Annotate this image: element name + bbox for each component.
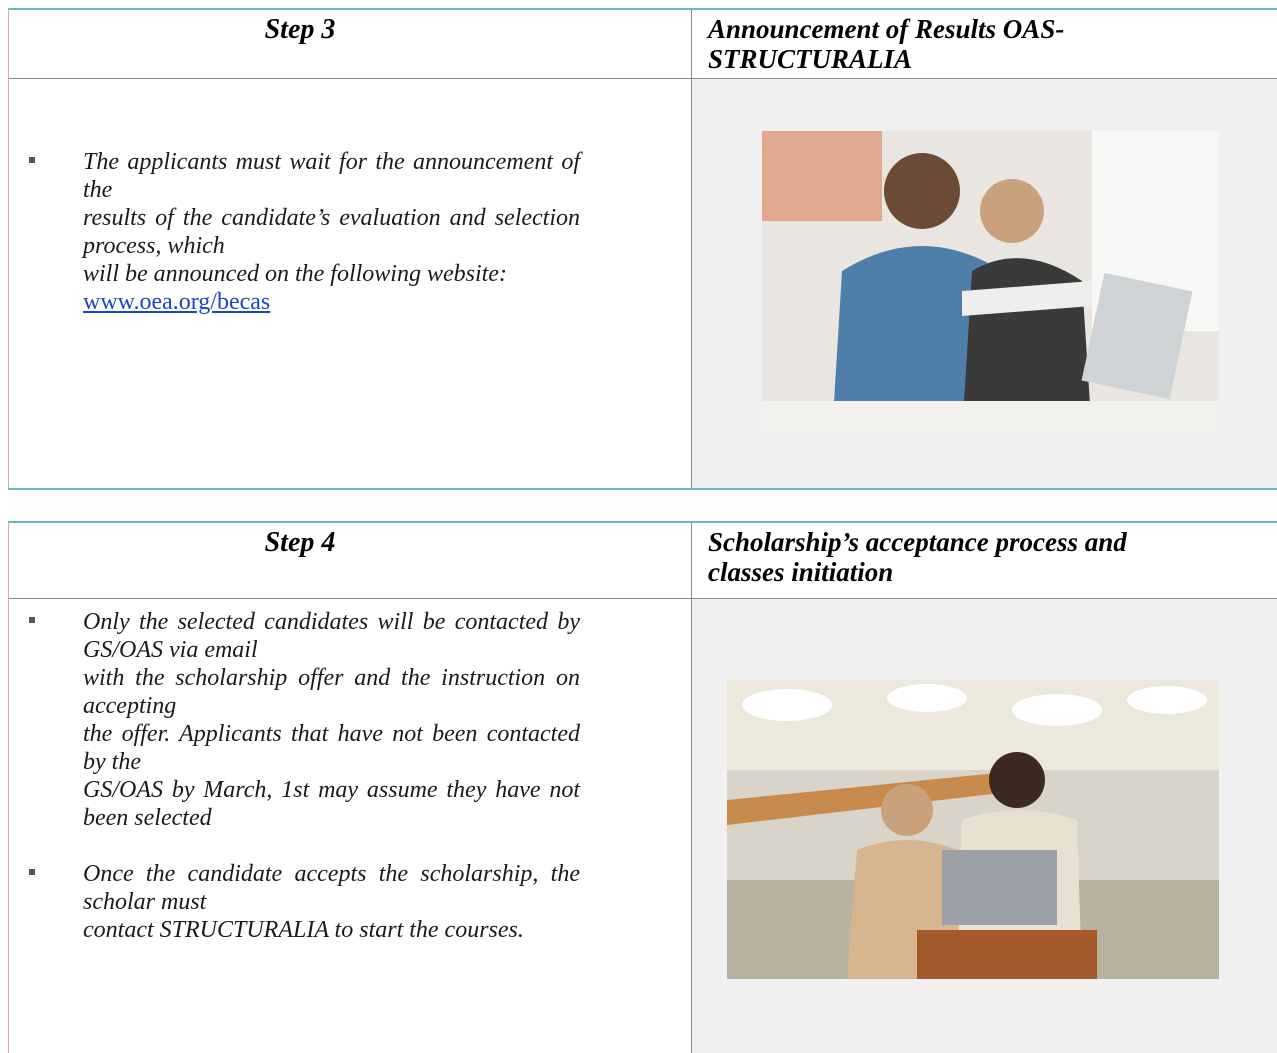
bullet-text: Only the selected candidates will be con…: [83, 609, 580, 663]
bullet-item: Only the selected candidates will be con…: [29, 608, 580, 832]
step-label: Step 3: [264, 14, 336, 45]
step-title: Announcement of Results OAS-STRUCTURALIA: [708, 14, 1065, 74]
table-header: Step 3 Announcement of Results OAS-STRUC…: [9, 10, 1277, 79]
bullet-text: with the scholarship offer and the instr…: [83, 665, 580, 719]
table-header: Step 4 Scholarship’s acceptance process …: [9, 523, 1277, 599]
divider: [691, 10, 692, 488]
bullet-text: Once the candidate accepts the scholarsh…: [83, 861, 580, 915]
divider: [691, 523, 692, 1053]
bullet-list: The applicants must wait for the announc…: [29, 148, 580, 344]
step-title: Scholarship’s acceptance process and cla…: [708, 527, 1127, 587]
step-label: Step 4: [264, 527, 336, 558]
link-line: www.oea.org/becas: [83, 288, 580, 316]
photo: [727, 680, 1219, 979]
bullet-item: Once the candidate accepts the scholarsh…: [29, 860, 580, 944]
step-table: Step 3 Announcement of Results OAS-STRUC…: [8, 8, 1277, 490]
bullet-text: results of the candidate’s evaluation an…: [83, 205, 580, 259]
bullet-list: Only the selected candidates will be con…: [29, 608, 580, 972]
bullet-text: contact STRUCTURALIA to start the course…: [83, 917, 524, 943]
bullet-text: will be announced on the following websi…: [83, 261, 507, 287]
bullet-text: GS/OAS by March, 1st may assume they hav…: [83, 777, 580, 831]
link[interactable]: www.oea.org/becas: [83, 289, 271, 315]
step-table: Step 4 Scholarship’s acceptance process …: [8, 521, 1277, 1053]
bullet-text: The applicants must wait for the announc…: [83, 149, 580, 203]
bullet-item: The applicants must wait for the announc…: [29, 148, 580, 316]
photo: [762, 131, 1219, 435]
bullet-text: the offer. Applicants that have not been…: [83, 721, 580, 775]
